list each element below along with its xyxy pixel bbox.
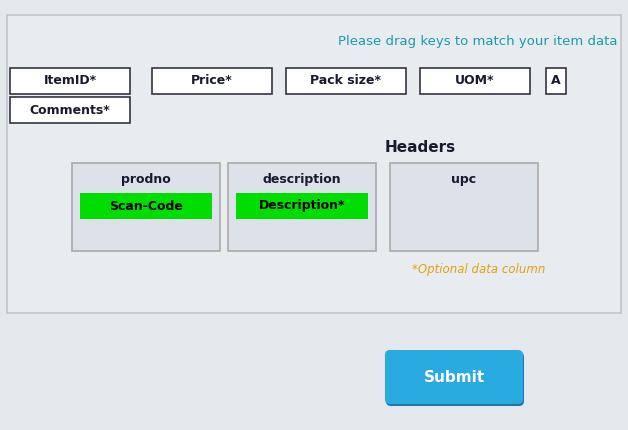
Text: UOM*: UOM* <box>455 74 495 87</box>
Text: upc: upc <box>452 172 477 185</box>
Text: Scan-Code: Scan-Code <box>109 200 183 212</box>
Text: *Optional data column: *Optional data column <box>411 264 545 276</box>
FancyBboxPatch shape <box>236 193 368 219</box>
Text: A: A <box>551 74 561 87</box>
FancyBboxPatch shape <box>286 68 406 94</box>
FancyBboxPatch shape <box>385 350 523 404</box>
Text: description: description <box>263 172 341 185</box>
FancyBboxPatch shape <box>80 193 212 219</box>
FancyBboxPatch shape <box>420 68 530 94</box>
FancyBboxPatch shape <box>152 68 272 94</box>
Text: Description*: Description* <box>259 200 345 212</box>
Text: prodno: prodno <box>121 172 171 185</box>
FancyBboxPatch shape <box>546 68 566 94</box>
Text: Submit: Submit <box>423 369 485 384</box>
Text: Price*: Price* <box>191 74 233 87</box>
FancyBboxPatch shape <box>72 163 220 251</box>
Text: Headers: Headers <box>384 141 455 156</box>
FancyBboxPatch shape <box>228 163 376 251</box>
Text: Comments*: Comments* <box>30 104 111 117</box>
FancyBboxPatch shape <box>386 352 524 406</box>
Text: Please drag keys to match your item data: Please drag keys to match your item data <box>338 36 618 49</box>
Text: ItemID*: ItemID* <box>43 74 97 87</box>
FancyBboxPatch shape <box>10 68 130 94</box>
FancyBboxPatch shape <box>10 97 130 123</box>
FancyBboxPatch shape <box>390 163 538 251</box>
Text: Pack size*: Pack size* <box>310 74 381 87</box>
FancyBboxPatch shape <box>7 15 621 313</box>
